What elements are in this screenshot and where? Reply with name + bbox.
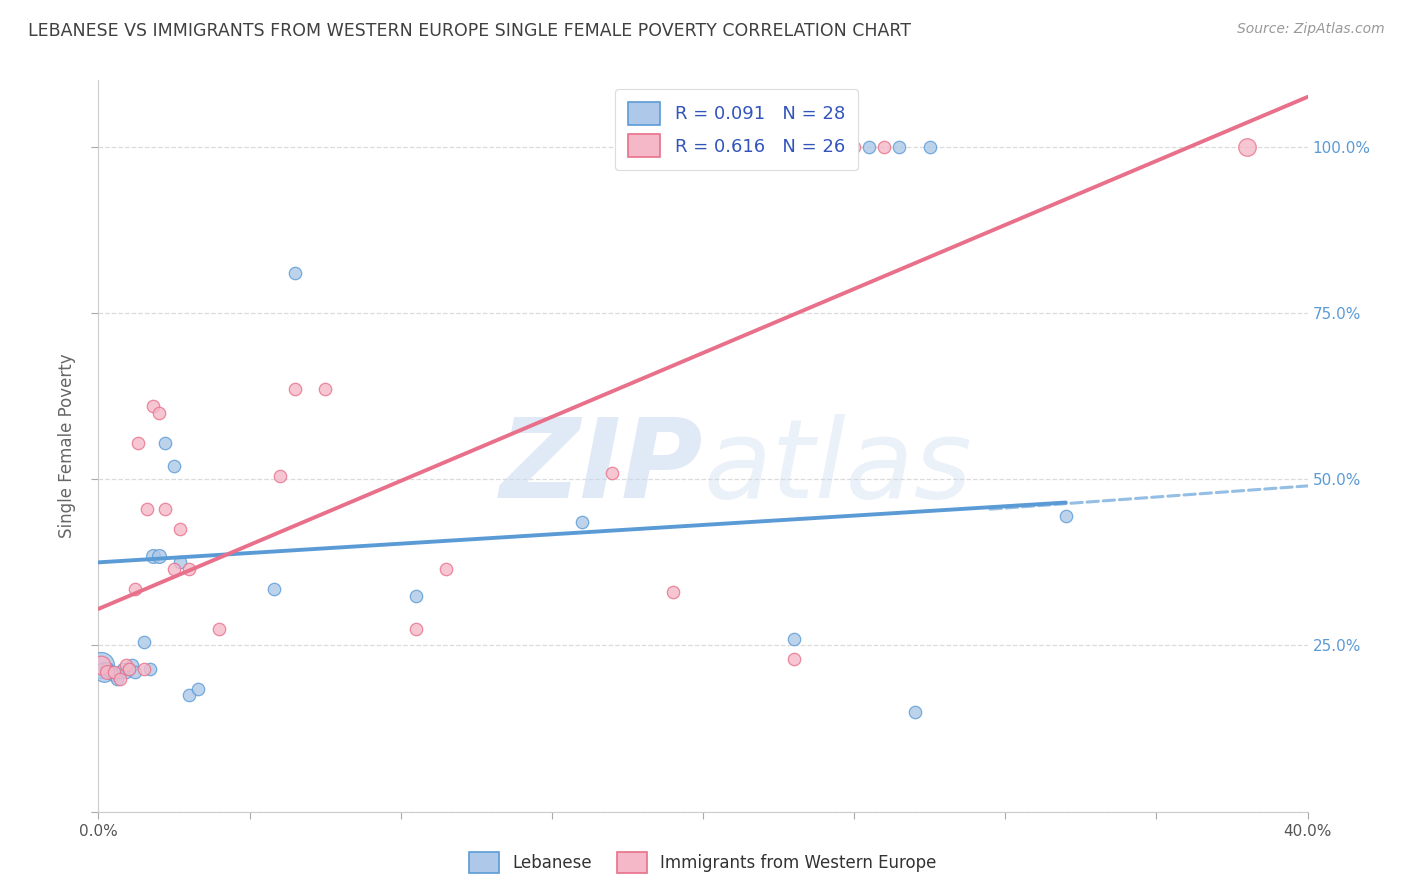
Point bbox=[103, 668, 125, 682]
Legend: R = 0.091   N = 28, R = 0.616   N = 26: R = 0.091 N = 28, R = 0.616 N = 26 bbox=[616, 89, 858, 170]
Point bbox=[169, 555, 191, 569]
Text: atlas: atlas bbox=[703, 415, 972, 522]
Point bbox=[139, 662, 162, 676]
Point bbox=[148, 406, 170, 420]
Point bbox=[142, 549, 165, 563]
Point bbox=[93, 665, 115, 679]
Point bbox=[1054, 508, 1077, 523]
Point bbox=[284, 266, 307, 280]
Point bbox=[153, 502, 176, 516]
Point bbox=[783, 632, 806, 646]
Point bbox=[124, 665, 146, 679]
Point bbox=[1236, 140, 1258, 154]
Point bbox=[103, 665, 125, 679]
Point bbox=[100, 665, 122, 679]
Text: Source: ZipAtlas.com: Source: ZipAtlas.com bbox=[1237, 22, 1385, 37]
Point bbox=[169, 522, 191, 536]
Point bbox=[135, 502, 157, 516]
Point bbox=[132, 635, 155, 649]
Point bbox=[179, 689, 201, 703]
Text: ZIP: ZIP bbox=[499, 415, 703, 522]
Point bbox=[90, 658, 112, 673]
Point bbox=[844, 140, 866, 154]
Point bbox=[918, 140, 941, 154]
Point bbox=[904, 705, 927, 719]
Point bbox=[179, 562, 201, 576]
Point bbox=[90, 658, 112, 673]
Text: LEBANESE VS IMMIGRANTS FROM WESTERN EUROPE SINGLE FEMALE POVERTY CORRELATION CHA: LEBANESE VS IMMIGRANTS FROM WESTERN EURO… bbox=[28, 22, 911, 40]
Point bbox=[114, 665, 136, 679]
Point bbox=[314, 383, 336, 397]
Point bbox=[124, 582, 146, 596]
Point bbox=[108, 665, 131, 679]
Point bbox=[163, 562, 186, 576]
Point bbox=[96, 662, 118, 676]
Point bbox=[889, 140, 911, 154]
Point bbox=[873, 140, 896, 154]
Point bbox=[163, 458, 186, 473]
Point bbox=[208, 622, 231, 636]
Point bbox=[153, 435, 176, 450]
Point bbox=[121, 658, 143, 673]
Point bbox=[187, 681, 209, 696]
Point bbox=[114, 658, 136, 673]
Point bbox=[602, 466, 624, 480]
Point bbox=[142, 399, 165, 413]
Point bbox=[269, 469, 291, 483]
Point bbox=[105, 672, 128, 686]
Legend: Lebanese, Immigrants from Western Europe: Lebanese, Immigrants from Western Europe bbox=[463, 846, 943, 880]
Point bbox=[263, 582, 285, 596]
Point bbox=[284, 383, 307, 397]
Point bbox=[434, 562, 457, 576]
Y-axis label: Single Female Poverty: Single Female Poverty bbox=[58, 354, 76, 538]
Point bbox=[662, 585, 685, 599]
Point bbox=[676, 140, 699, 154]
Point bbox=[631, 140, 654, 154]
Point bbox=[118, 662, 141, 676]
Point bbox=[127, 435, 149, 450]
Point bbox=[647, 140, 669, 154]
Point bbox=[108, 672, 131, 686]
Point bbox=[571, 516, 593, 530]
Point bbox=[96, 665, 118, 679]
Point bbox=[783, 652, 806, 666]
Point bbox=[111, 662, 134, 676]
Point bbox=[132, 662, 155, 676]
Point bbox=[118, 662, 141, 676]
Point bbox=[405, 622, 427, 636]
Point bbox=[148, 549, 170, 563]
Point bbox=[858, 140, 880, 154]
Point bbox=[405, 589, 427, 603]
